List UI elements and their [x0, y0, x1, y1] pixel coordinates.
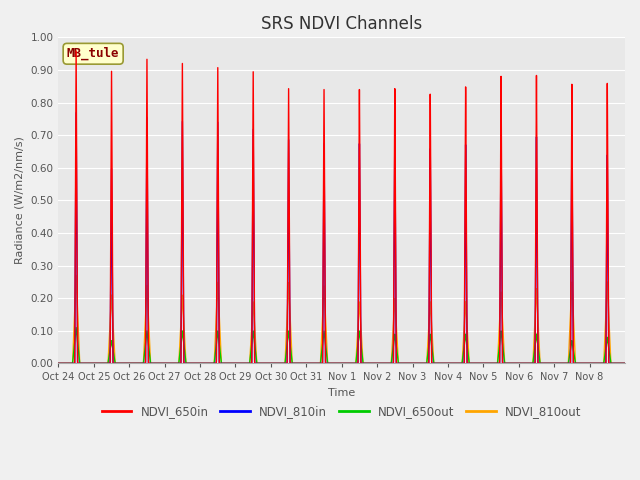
Title: SRS NDVI Channels: SRS NDVI Channels — [261, 15, 422, 33]
Y-axis label: Radiance (W/m2/nm/s): Radiance (W/m2/nm/s) — [15, 136, 25, 264]
X-axis label: Time: Time — [328, 388, 355, 398]
Legend: NDVI_650in, NDVI_810in, NDVI_650out, NDVI_810out: NDVI_650in, NDVI_810in, NDVI_650out, NDV… — [97, 400, 586, 423]
Text: MB_tule: MB_tule — [67, 47, 120, 60]
